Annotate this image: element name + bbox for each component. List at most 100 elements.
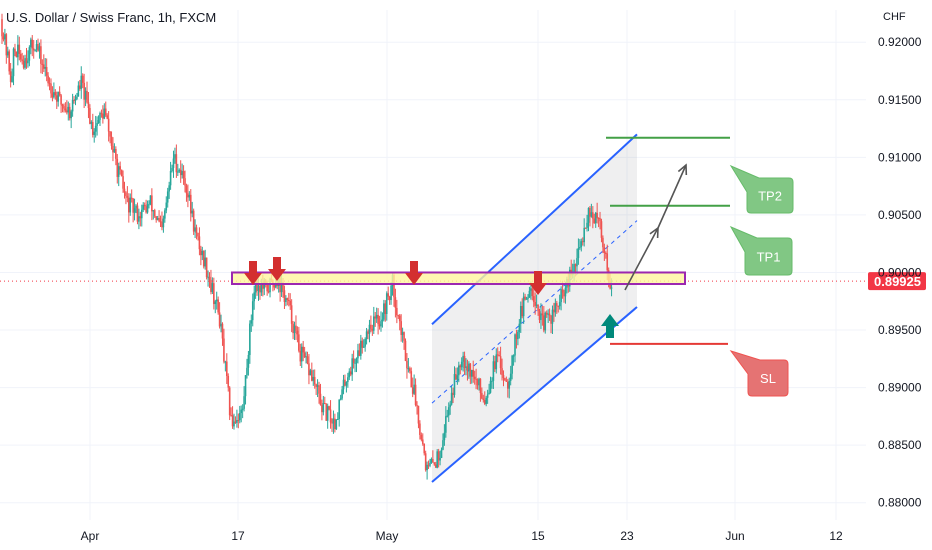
- candle-body: [66, 110, 68, 113]
- candle-body: [347, 377, 349, 383]
- candle-body: [55, 95, 58, 102]
- candle-body: [6, 51, 9, 56]
- candle-body: [97, 120, 100, 123]
- candle-body: [473, 376, 476, 379]
- candle-body: [361, 340, 364, 348]
- candle-body: [226, 361, 228, 376]
- candle-body: [74, 98, 77, 101]
- candle-body: [325, 403, 328, 421]
- candle-body: [67, 106, 70, 113]
- candle-body: [38, 46, 41, 51]
- candle-body: [426, 464, 428, 471]
- candle-body: [12, 48, 15, 77]
- y-tick-label: 0.89000: [878, 381, 922, 395]
- candle-body: [102, 113, 104, 119]
- candle-body: [267, 291, 270, 293]
- candle-body: [8, 51, 11, 72]
- candle-body: [449, 404, 451, 408]
- candle-body: [224, 361, 227, 363]
- candle-body: [377, 314, 379, 325]
- candle-body: [309, 370, 312, 376]
- candle-body: [42, 64, 45, 69]
- candle-body: [349, 371, 352, 375]
- candle-body: [432, 459, 434, 463]
- candle-body: [443, 432, 446, 441]
- candle-body: [155, 216, 157, 220]
- candle-body: [191, 210, 194, 214]
- candle-body: [370, 324, 372, 329]
- candle-body: [130, 197, 133, 199]
- candle-body: [237, 420, 240, 422]
- candle-body: [434, 464, 437, 468]
- sl-callout: [729, 350, 789, 397]
- candle-body: [604, 252, 607, 254]
- projection-arrow-line: [657, 164, 687, 229]
- candle-body: [334, 418, 336, 430]
- candle-body: [564, 287, 567, 297]
- candle-body: [355, 358, 358, 363]
- arrow-head-icon: [677, 163, 688, 176]
- candle-body: [94, 125, 97, 132]
- candle-body: [149, 195, 152, 205]
- candle-body: [594, 212, 597, 224]
- price-axis: Apr 17 May 15 23 Jun 12 0.92000 0.91500 0.91000 0.…: [81, 11, 922, 543]
- candle-body: [469, 363, 472, 377]
- candle-body: [421, 439, 424, 444]
- candle-body: [313, 376, 316, 385]
- candle-body: [419, 423, 421, 435]
- candle-body: [587, 207, 590, 223]
- down-arrow-icon: [405, 261, 423, 285]
- candle-body: [116, 158, 119, 177]
- candle-body: [282, 282, 284, 291]
- candle-body: [491, 380, 493, 382]
- candle-body: [205, 257, 208, 278]
- candle-body: [385, 293, 388, 315]
- candle-body: [44, 67, 47, 69]
- candle-body: [338, 399, 341, 419]
- candle-body: [427, 464, 430, 466]
- candle-body: [168, 185, 170, 192]
- channel-lower-line: [431, 306, 638, 483]
- candle-body: [512, 355, 515, 357]
- down-arrow-icon: [244, 261, 262, 285]
- candle-body: [89, 107, 91, 124]
- candle-body: [416, 405, 418, 407]
- candle-body: [396, 307, 398, 316]
- candle-body: [504, 378, 506, 381]
- candle-body: [315, 384, 317, 387]
- candle-body: [344, 379, 346, 386]
- candle-body: [195, 227, 198, 233]
- candle-body: [393, 274, 395, 298]
- candle-body: [31, 39, 34, 49]
- candle-body: [602, 237, 604, 248]
- candle-body: [300, 346, 303, 362]
- candle-body: [73, 99, 75, 101]
- candle-body: [387, 293, 389, 297]
- candle-body: [543, 315, 545, 331]
- candle-body: [321, 405, 323, 413]
- channel-upper-line: [431, 133, 638, 326]
- candle-body: [522, 296, 525, 317]
- candle-body: [482, 398, 485, 401]
- candle-body: [348, 371, 351, 378]
- candle-body: [367, 331, 369, 334]
- candle-body: [228, 387, 231, 416]
- candle-body: [188, 194, 191, 198]
- last-price-label: 0.89925: [874, 274, 921, 289]
- candle-body: [362, 346, 365, 348]
- candle-body: [4, 34, 6, 40]
- candle-body: [460, 361, 463, 368]
- candle-body: [541, 313, 544, 316]
- candle-body: [230, 415, 232, 417]
- candle-body: [112, 145, 114, 153]
- candle-body: [499, 356, 502, 369]
- candle-body: [329, 409, 332, 423]
- candle-body: [260, 283, 263, 293]
- candle-body: [63, 106, 65, 109]
- candle-body: [211, 283, 214, 292]
- candle-body: [210, 279, 212, 292]
- candle-body: [483, 400, 486, 404]
- candle-body: [540, 313, 542, 321]
- candle-body: [453, 374, 456, 395]
